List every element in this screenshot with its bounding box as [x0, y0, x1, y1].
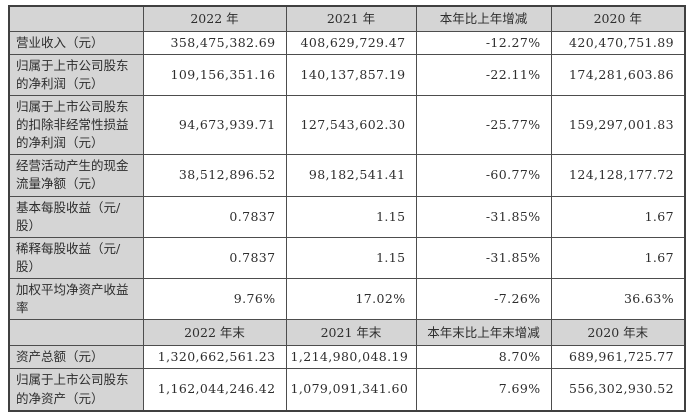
header-2022: 2022 年 — [142, 5, 287, 32]
financial-summary-table: 2022 年 2021 年 本年比上年增减 2020 年 营业收入（元） 358… — [8, 5, 686, 412]
row-label: 归属于上市公司股东的扣除非经常性损益的净利润（元） — [8, 94, 144, 156]
table-row-net-profit: 归属于上市公司股东的净利润（元） 109,156,351.16 140,137,… — [8, 53, 686, 96]
value-2020: 159,297,001.83 — [550, 94, 686, 156]
table-row-net-profit-excl-nonrecurring: 归属于上市公司股东的扣除非经常性损益的净利润（元） 94,673,939.71 … — [8, 94, 686, 156]
value-change: 8.70% — [415, 345, 552, 370]
value-2022: 1,320,662,561.23 — [142, 345, 287, 370]
value-2020: 174,281,603.86 — [550, 53, 686, 96]
row-label: 加权平均净资产收益率 — [8, 277, 144, 321]
value-2022: 0.7837 — [142, 195, 287, 238]
value-2021: 98,182,541.41 — [285, 154, 417, 197]
value-change: -31.85% — [415, 195, 552, 238]
header-empty-cell — [8, 5, 144, 32]
header-end-yoy-change: 本年末比上年末增减 — [415, 319, 552, 347]
value-2022: 1,162,044,246.42 — [142, 368, 287, 412]
row-label: 归属于上市公司股东的净资产（元） — [8, 368, 144, 412]
value-2021: 408,629,729.47 — [285, 30, 417, 55]
value-2022: 109,156,351.16 — [142, 53, 287, 96]
value-2020: 124,128,177.72 — [550, 154, 686, 197]
table-row-revenue: 营业收入（元） 358,475,382.69 408,629,729.47 -1… — [8, 30, 686, 55]
table-header-row-period-end: 2022 年末 2021 年末 本年末比上年末增减 2020 年末 — [8, 319, 686, 347]
header-2021: 2021 年 — [285, 5, 417, 32]
header-empty-cell — [8, 319, 144, 347]
value-change: -60.77% — [415, 154, 552, 197]
value-2020: 1.67 — [550, 195, 686, 238]
value-2020: 36.63% — [550, 277, 686, 321]
value-2021: 127,543,602.30 — [285, 94, 417, 156]
row-label: 基本每股收益（元/股） — [8, 195, 144, 238]
value-2020: 1.67 — [550, 236, 686, 280]
value-2021: 17.02% — [285, 277, 417, 321]
value-2022: 358,475,382.69 — [142, 30, 287, 55]
table-header-row-annual: 2022 年 2021 年 本年比上年增减 2020 年 — [8, 5, 686, 32]
row-label: 稀释每股收益（元/股） — [8, 236, 144, 280]
value-2022: 9.76% — [142, 277, 287, 321]
value-2021: 1.15 — [285, 195, 417, 238]
value-2022: 38,512,896.52 — [142, 154, 287, 197]
table-row-basic-eps: 基本每股收益（元/股） 0.7837 1.15 -31.85% 1.67 — [8, 195, 686, 238]
header-2020: 2020 年 — [550, 5, 686, 32]
table-row-operating-cash-flow: 经营活动产生的现金流量净额（元） 38,512,896.52 98,182,54… — [8, 154, 686, 197]
value-2020: 420,470,751.89 — [550, 30, 686, 55]
row-label: 经营活动产生的现金流量净额（元） — [8, 154, 144, 197]
value-2021: 1,214,980,048.19 — [285, 345, 417, 370]
value-2020: 556,302,930.52 — [550, 368, 686, 412]
value-change: 7.69% — [415, 368, 552, 412]
value-change: -22.11% — [415, 53, 552, 96]
value-2021: 1,079,091,341.60 — [285, 368, 417, 412]
table-row-total-assets: 资产总额（元） 1,320,662,561.23 1,214,980,048.1… — [8, 345, 686, 370]
table-row-diluted-eps: 稀释每股收益（元/股） 0.7837 1.15 -31.85% 1.67 — [8, 236, 686, 280]
value-change: -25.77% — [415, 94, 552, 156]
value-change: -7.26% — [415, 277, 552, 321]
value-change: -31.85% — [415, 236, 552, 280]
header-yoy-change: 本年比上年增减 — [415, 5, 552, 32]
row-label: 资产总额（元） — [8, 345, 144, 370]
value-2022: 94,673,939.71 — [142, 94, 287, 156]
row-label: 营业收入（元） — [8, 30, 144, 55]
value-2021: 1.15 — [285, 236, 417, 280]
value-2020: 689,961,725.77 — [550, 345, 686, 370]
value-2022: 0.7837 — [142, 236, 287, 280]
header-2021-end: 2021 年末 — [285, 319, 417, 347]
row-label: 归属于上市公司股东的净利润（元） — [8, 53, 144, 96]
header-2022-end: 2022 年末 — [142, 319, 287, 347]
value-2021: 140,137,857.19 — [285, 53, 417, 96]
table-row-net-assets: 归属于上市公司股东的净资产（元） 1,162,044,246.42 1,079,… — [8, 368, 686, 412]
header-2020-end: 2020 年末 — [550, 319, 686, 347]
table-row-weighted-avg-roe: 加权平均净资产收益率 9.76% 17.02% -7.26% 36.63% — [8, 277, 686, 321]
value-change: -12.27% — [415, 30, 552, 55]
